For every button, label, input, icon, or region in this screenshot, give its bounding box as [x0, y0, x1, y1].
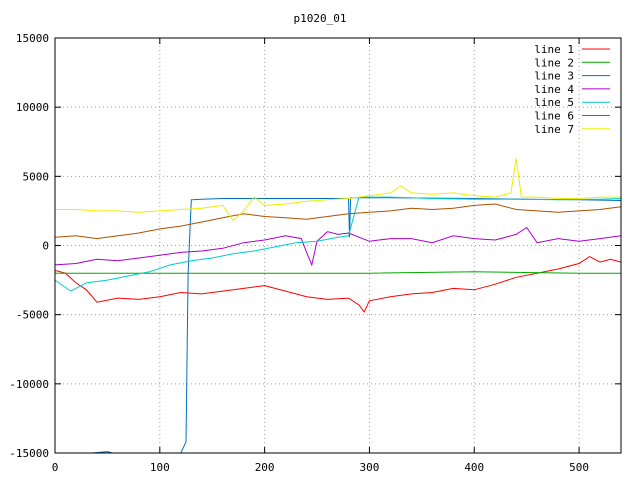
y-tick-labels: -15000 -10000 -5000 0 5000 10000 15000 [9, 32, 49, 460]
legend-label-7: line 7 [534, 123, 574, 136]
y-tick-label: -10000 [9, 378, 49, 391]
x-tick-label: 100 [150, 461, 170, 474]
y-tick-label: 15000 [16, 32, 49, 45]
series-line-5 [54, 196, 622, 292]
y-tick-label: 0 [42, 240, 49, 253]
legend-label-6: line 6 [534, 110, 574, 123]
x-tick-label: 500 [569, 461, 589, 474]
series-line-2 [55, 271, 621, 274]
chart-title: p1020_01 [294, 12, 347, 25]
legend-label-4: line 4 [534, 83, 574, 96]
series-line-1 [54, 256, 622, 313]
y-tick-label: 10000 [16, 101, 49, 114]
y-tick-label: 5000 [23, 170, 50, 183]
series-line-6 [54, 203, 622, 240]
series-line-7 [55, 158, 621, 222]
legend-label-5: line 5 [534, 96, 574, 109]
legend-label-2: line 2 [534, 56, 574, 69]
x-tick-label: 200 [255, 461, 275, 474]
y-tick-label: -5000 [16, 309, 49, 322]
series-line-3 [55, 197, 622, 454]
x-tick-label: 300 [360, 461, 380, 474]
x-tick-label: 0 [52, 461, 59, 474]
series-line-4 [54, 226, 622, 267]
x-tick-label: 400 [464, 461, 484, 474]
tick-marks [54, 37, 621, 454]
series-lines [54, 158, 622, 454]
y-tick-label: -15000 [9, 447, 49, 460]
legend-label-1: line 1 [534, 43, 574, 56]
x-tick-labels: 0 100 200 300 400 500 [52, 461, 589, 474]
legend-label-3: line 3 [534, 70, 574, 83]
